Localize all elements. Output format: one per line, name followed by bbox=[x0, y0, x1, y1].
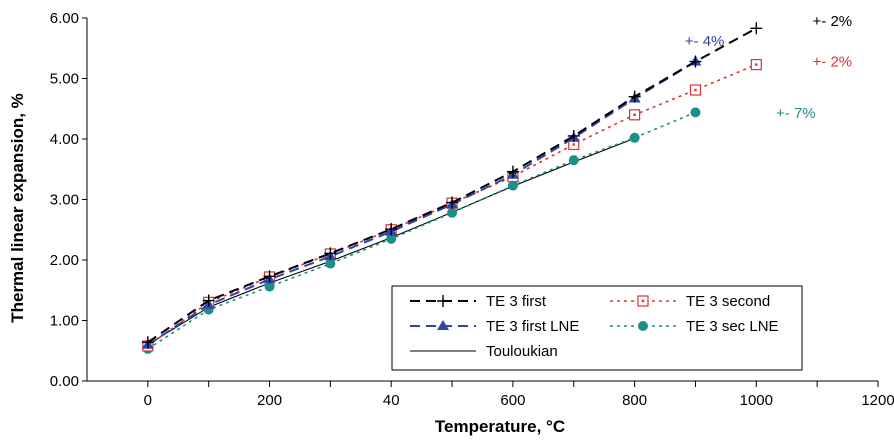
y-tick-label: 1.00 bbox=[50, 313, 79, 330]
data-point bbox=[750, 22, 763, 35]
x-tick-label: 600 bbox=[500, 392, 525, 409]
y-tick-label: 5.00 bbox=[50, 71, 79, 88]
series-line bbox=[147, 111, 696, 350]
series-layer bbox=[141, 22, 763, 354]
x-tick-label: 1200 bbox=[861, 392, 894, 409]
x-tick-label: 0 bbox=[144, 392, 152, 409]
legend-label: TE 3 sec LNE bbox=[686, 318, 779, 335]
y-tick-label: 6.00 bbox=[50, 10, 79, 27]
legend-marker bbox=[638, 321, 648, 331]
y-tick-label: 2.00 bbox=[50, 252, 79, 269]
data-point bbox=[567, 129, 580, 142]
data-point bbox=[628, 90, 641, 103]
data-point bbox=[750, 58, 762, 71]
data-point bbox=[264, 281, 275, 292]
legend-label: TE 3 second bbox=[686, 293, 770, 310]
data-point bbox=[506, 165, 519, 178]
data-point bbox=[385, 223, 398, 236]
data-point bbox=[447, 207, 458, 218]
marker-dot bbox=[572, 143, 575, 146]
series-te-3-first bbox=[141, 22, 763, 349]
marker-dot bbox=[694, 88, 697, 92]
x-tick-label: 800 bbox=[622, 392, 647, 409]
y-tick-label: 0.00 bbox=[50, 373, 79, 390]
y-tick-label: 4.00 bbox=[50, 131, 79, 148]
data-point bbox=[689, 55, 702, 68]
data-point bbox=[202, 294, 215, 307]
marker-dot bbox=[641, 299, 645, 303]
legend-entry: TE 3 first bbox=[410, 293, 547, 310]
annotation: +- 4% bbox=[685, 33, 725, 50]
y-axis-title: Thermal linear expansion, % bbox=[8, 93, 27, 323]
axes: 0.00 1.00 2.00 3.00 4.00 5.00 6.00 0 200 40 600 800… bbox=[50, 10, 894, 409]
marker-dot bbox=[755, 63, 758, 66]
x-tick-label: 1000 bbox=[740, 392, 773, 409]
x-axis-title: Temperature, °C bbox=[435, 417, 565, 436]
data-point bbox=[690, 107, 701, 118]
legend-entry: TE 3 sec LNE bbox=[610, 318, 779, 335]
legend-entry: TE 3 second bbox=[610, 293, 770, 310]
data-point bbox=[446, 196, 459, 209]
marker-dot bbox=[633, 113, 636, 116]
y-tick-label: 3.00 bbox=[50, 192, 79, 209]
annotation: +- 2% bbox=[813, 54, 853, 71]
data-point bbox=[325, 258, 336, 269]
data-point bbox=[507, 180, 518, 191]
legend-label: Touloukian bbox=[486, 343, 558, 360]
legend: TE 3 first TE 3 second TE 3 first LNE TE 3 … bbox=[391, 285, 803, 371]
data-point bbox=[689, 84, 702, 96]
legend-label: TE 3 first LNE bbox=[486, 318, 579, 335]
legend-entry: TE 3 first LNE bbox=[410, 318, 579, 335]
series-line bbox=[147, 60, 696, 346]
legend-label: TE 3 first bbox=[486, 293, 547, 310]
data-point bbox=[141, 336, 154, 349]
x-tick-label: 200 bbox=[257, 392, 282, 409]
legend-marker bbox=[637, 295, 649, 307]
legend-marker bbox=[437, 295, 449, 307]
annotation: +- 2% bbox=[813, 13, 853, 30]
data-point bbox=[568, 155, 579, 166]
data-point bbox=[263, 270, 276, 283]
legend-marker bbox=[437, 320, 449, 330]
x-tick-label: 40 bbox=[383, 392, 400, 409]
data-point bbox=[629, 109, 641, 121]
data-point bbox=[629, 132, 640, 143]
annotation: +- 7% bbox=[776, 105, 816, 122]
annotations: +- 4% +- 2% +- 2% +- 7% bbox=[685, 13, 852, 122]
data-point bbox=[386, 233, 397, 244]
data-point bbox=[324, 247, 337, 260]
legend-entry: Touloukian bbox=[410, 343, 558, 360]
